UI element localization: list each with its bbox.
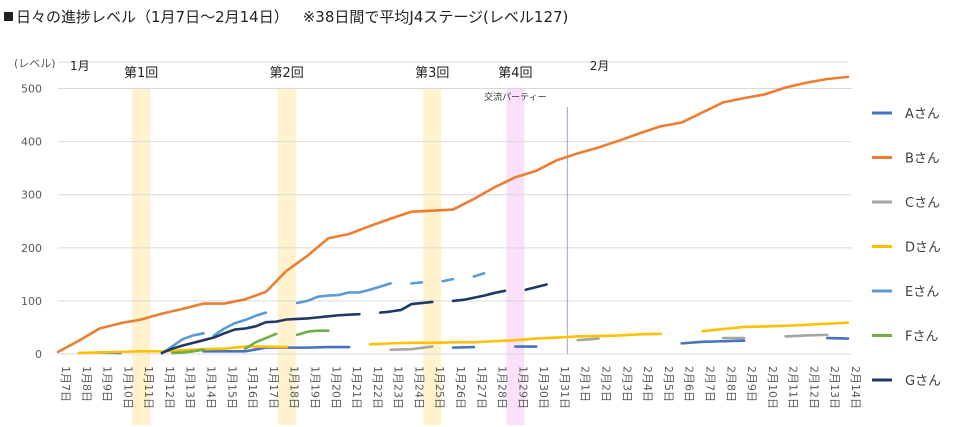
y-tick-label: 500	[21, 83, 42, 96]
y-tick-label: 100	[21, 295, 42, 308]
x-tick-label: 1月27日	[475, 366, 488, 409]
x-tick-label: 1月21日	[350, 366, 363, 409]
x-tick-label: 2月11日	[787, 366, 800, 409]
x-tick-label: 2月5日	[662, 366, 675, 402]
event-label: 第1回	[124, 66, 158, 81]
legend-label: Eさん	[905, 285, 939, 300]
series-line	[171, 348, 205, 355]
x-tick-label: 2月13日	[828, 366, 841, 409]
series-line	[680, 339, 746, 345]
x-tick-label: 1月11日	[142, 366, 155, 409]
month-label: 2月	[590, 59, 610, 73]
series-line	[825, 336, 850, 340]
event-label: 第2回	[270, 66, 304, 81]
x-tick-label: 2月9日	[745, 366, 758, 402]
y-tick-label: 200	[21, 242, 42, 255]
x-tick-label: 2月10日	[766, 366, 779, 409]
legend-label: Aさん	[905, 107, 940, 122]
title-text: 日々の進捗レベル（1月7日～2月14日）	[16, 8, 289, 26]
x-tick-label: 1月18日	[288, 366, 301, 409]
y-axis-label: (レベル)	[14, 57, 56, 70]
series-line	[160, 312, 361, 355]
x-tick-label: 1月24日	[412, 366, 425, 409]
series-line	[451, 289, 507, 303]
x-tick-label: 1月16日	[246, 366, 259, 409]
x-tick-label: 1月19日	[308, 366, 321, 409]
legend-label: Fさん	[905, 330, 938, 345]
event-band	[277, 89, 296, 425]
legend-label: Bさん	[905, 152, 940, 167]
x-tick-label: 2月2日	[600, 366, 613, 402]
x-tick-label: 2月14日	[849, 366, 862, 409]
x-tick-label: 1月25日	[433, 366, 446, 409]
event-band	[423, 89, 442, 425]
series-line	[576, 337, 600, 342]
series-line	[441, 277, 455, 283]
legend-label: Gさん	[905, 374, 941, 389]
x-tick-label: 1月29日	[516, 366, 529, 409]
series-line	[524, 283, 548, 292]
series-line	[160, 331, 205, 355]
series-line	[451, 345, 476, 349]
y-tick-label: 0	[35, 348, 42, 361]
series-line	[701, 321, 850, 333]
series-line	[295, 329, 330, 337]
x-tick-label: 1月23日	[392, 366, 405, 409]
chart-title: 日々の進捗レベル（1月7日～2月14日） ※38日間で平均J4ステージ(レベル12…	[4, 6, 568, 27]
series-line	[77, 345, 288, 355]
legend-label: Cさん	[905, 196, 940, 211]
series-line	[368, 332, 663, 346]
x-tick-label: 1月26日	[454, 366, 467, 409]
x-tick-label: 1月9日	[101, 366, 114, 402]
x-tick-label: 1月7日	[59, 366, 72, 402]
series-line	[378, 300, 434, 314]
x-tick-label: 2月4日	[641, 366, 654, 402]
series-line	[295, 282, 392, 305]
x-tick-label: 1月15日	[225, 366, 238, 409]
series-line	[784, 333, 829, 338]
series-line	[410, 281, 424, 285]
month-label: 1月	[70, 59, 90, 73]
event-band	[132, 89, 151, 425]
x-tick-label: 1月8日	[80, 366, 93, 402]
legend-label: Dさん	[905, 241, 941, 256]
series-line	[212, 311, 268, 337]
y-tick-label: 400	[21, 136, 42, 149]
event-label: 第4回	[498, 66, 532, 81]
x-tick-label: 1月22日	[371, 366, 384, 409]
series-line	[243, 332, 278, 350]
x-tick-label: 2月3日	[620, 366, 633, 402]
x-tick-label: 2月6日	[683, 366, 696, 402]
series-line	[389, 345, 434, 352]
x-tick-label: 1月31日	[558, 366, 571, 409]
x-tick-label: 2月1日	[579, 366, 592, 402]
x-tick-label: 1月13日	[184, 366, 197, 409]
x-tick-label: 1月28日	[496, 366, 509, 409]
x-tick-label: 1月14日	[205, 366, 218, 409]
series-line	[56, 75, 850, 354]
event-sublabel: 交流パーティー	[484, 91, 546, 103]
chart-note: ※38日間で平均J4ステージ(レベル127)	[302, 8, 569, 26]
x-tick-label: 1月12日	[163, 366, 176, 409]
bullet-square-icon	[4, 12, 13, 21]
x-tick-label: 1月10日	[121, 366, 134, 409]
x-tick-label: 2月8日	[724, 366, 737, 402]
x-tick-label: 1月17日	[267, 366, 280, 409]
y-tick-label: 300	[21, 189, 42, 202]
series-line	[472, 272, 486, 278]
x-tick-label: 1月30日	[537, 366, 550, 409]
event-label: 第3回	[415, 66, 449, 81]
x-tick-label: 2月7日	[703, 366, 716, 402]
x-tick-label: 2月12日	[807, 366, 820, 409]
x-tick-label: 1月20日	[329, 366, 342, 409]
